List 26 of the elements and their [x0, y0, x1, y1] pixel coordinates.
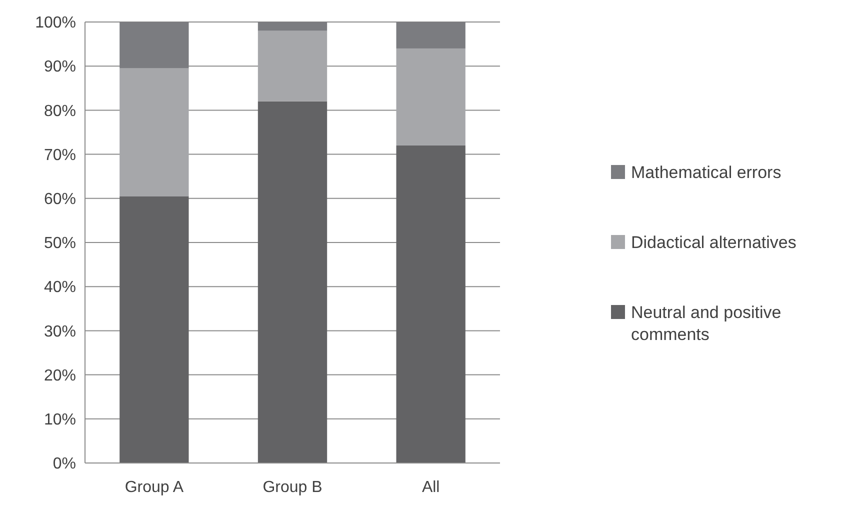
bar — [120, 68, 189, 196]
legend-label: Mathematical errors — [631, 162, 782, 182]
x-tick-label: All — [422, 479, 440, 496]
bar — [396, 22, 466, 48]
bar — [258, 22, 328, 31]
y-tick-label: 0% — [52, 456, 76, 473]
y-tick-label: 30% — [44, 323, 76, 340]
legend-label: Neutral and positive comments — [631, 302, 782, 344]
y-tick-label: 60% — [44, 191, 76, 208]
bar — [396, 145, 466, 463]
y-tick-label: 20% — [44, 367, 76, 384]
x-tick-label: Group A — [124, 479, 184, 496]
bar — [258, 101, 328, 463]
bar — [258, 30, 328, 102]
legend-label: Didactical alternatives — [631, 232, 796, 252]
y-tick-label: 80% — [44, 102, 76, 120]
bar — [120, 22, 189, 68]
y-tick-label: 70% — [44, 146, 76, 164]
y-tick-label: 10% — [44, 412, 76, 428]
x-tick-label: Group B — [262, 479, 322, 496]
y-tick-label: 100% — [35, 14, 76, 32]
y-tick-label: 50% — [44, 235, 76, 252]
bar — [396, 48, 466, 146]
y-tick-label: 40% — [44, 279, 76, 296]
y-tick-label: 90% — [44, 58, 76, 76]
bar — [120, 196, 189, 463]
